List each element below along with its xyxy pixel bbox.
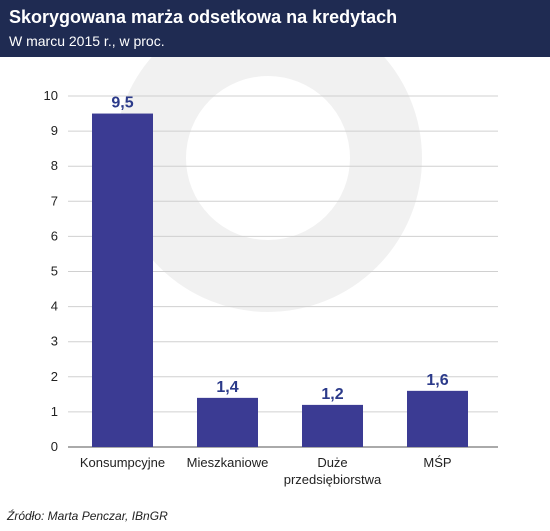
- y-tick-label: 10: [44, 88, 58, 103]
- chart-header: Skorygowana marża odsetkowa na kredytach…: [0, 0, 550, 57]
- data-label: 1,6: [426, 372, 448, 389]
- x-category-label: MŚP: [423, 455, 451, 470]
- y-tick-label: 2: [51, 369, 58, 384]
- source-note: Źródło: Marta Penczar, IBnGR: [7, 509, 168, 523]
- chart-subtitle: W marcu 2015 r., w proc.: [9, 33, 165, 49]
- y-tick-label: 3: [51, 334, 58, 349]
- data-label: 9,5: [111, 95, 133, 112]
- x-category-label: Duże: [317, 455, 347, 470]
- bar: [92, 113, 153, 448]
- y-tick-label: 5: [51, 264, 58, 279]
- data-label: 1,4: [216, 379, 238, 396]
- data-label: 1,2: [321, 386, 343, 403]
- bar: [197, 397, 258, 447]
- x-category-label: przedsiębiorstwa: [284, 472, 382, 487]
- x-category-label: Mieszkaniowe: [187, 455, 269, 470]
- x-category-label: Konsumpcyjne: [80, 455, 165, 470]
- y-tick-label: 4: [51, 299, 58, 314]
- chart-title: Skorygowana marża odsetkowa na kredytach: [9, 7, 398, 27]
- y-tick-label: 8: [51, 158, 58, 173]
- y-tick-label: 1: [51, 404, 58, 419]
- y-tick-label: 7: [51, 193, 58, 208]
- y-tick-label: 9: [51, 123, 58, 138]
- bar: [302, 404, 363, 447]
- y-tick-label: 0: [51, 439, 58, 454]
- y-tick-label: 6: [51, 228, 58, 243]
- bar: [407, 390, 468, 447]
